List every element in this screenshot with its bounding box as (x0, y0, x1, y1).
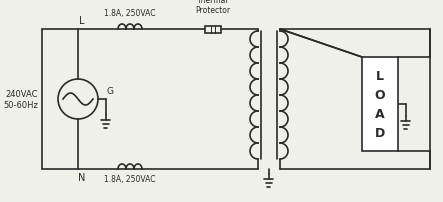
Text: N: N (78, 172, 85, 182)
Text: 240VAC
50-60Hz: 240VAC 50-60Hz (3, 89, 38, 109)
Bar (362, 58, 398, 151)
Text: 155C
Thermal
Protector: 155C Thermal Protector (195, 0, 230, 15)
Text: L
O
A
D: L O A D (375, 70, 385, 139)
Text: G: G (107, 87, 114, 96)
Text: 1.8A, 250VAC: 1.8A, 250VAC (104, 9, 156, 18)
Text: 1.8A, 250VAC: 1.8A, 250VAC (104, 174, 156, 183)
Bar (205, 26, 221, 33)
Text: L: L (79, 16, 85, 26)
